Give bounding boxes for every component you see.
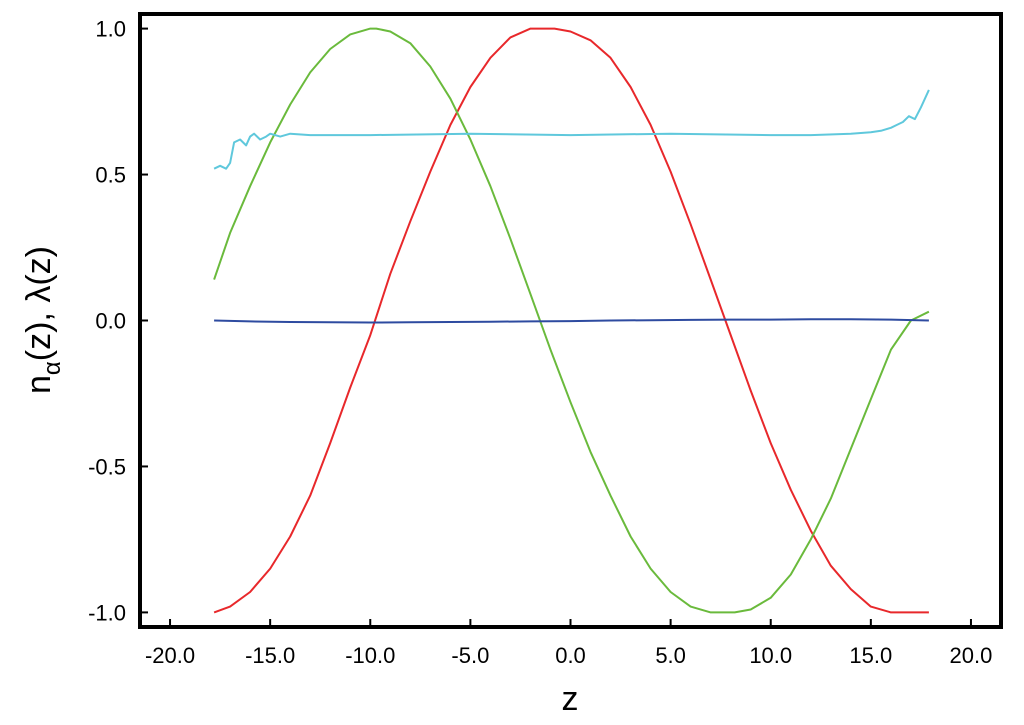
series-line-3 [213, 89, 930, 170]
series-line-1 [213, 27, 929, 614]
x-tick-label: 5.0 [655, 643, 686, 668]
y-axis-title-subscript: α [39, 361, 66, 375]
y-tick-label: 0.5 [95, 163, 126, 188]
x-axis-ticks: -20.0 -15.0 -10.0 -5.0 0.0 5.0 10.0 15.0 20.0 [145, 619, 992, 668]
x-tick-label: -5.0 [451, 643, 489, 668]
y-tick-label: -1.0 [88, 600, 126, 625]
x-tick-label: 0.0 [555, 643, 586, 668]
y-axis-title: nα(z), λ(z) [20, 246, 66, 394]
x-tick-label: 10.0 [749, 643, 792, 668]
series-line-4 [214, 318, 929, 324]
x-axis-title: z [562, 680, 579, 718]
x-tick-label: -15.0 [245, 643, 295, 668]
series-line-2 [213, 27, 930, 614]
x-tick-label: 15.0 [849, 643, 892, 668]
y-tick-label: -0.5 [88, 454, 126, 479]
y-axis-ticks: -1.0 -0.5 0.0 0.5 1.0 [88, 17, 148, 625]
y-tick-label: 1.0 [95, 17, 126, 42]
y-axis-title-n: n [20, 375, 58, 394]
x-tick-label: -10.0 [345, 643, 395, 668]
y-tick-label: 0.0 [95, 309, 126, 334]
x-tick-label: -20.0 [145, 643, 195, 668]
y-axis-title-rest: (z), λ(z) [20, 246, 58, 361]
series-layer [213, 27, 930, 614]
x-tick-label: 20.0 [950, 643, 993, 668]
